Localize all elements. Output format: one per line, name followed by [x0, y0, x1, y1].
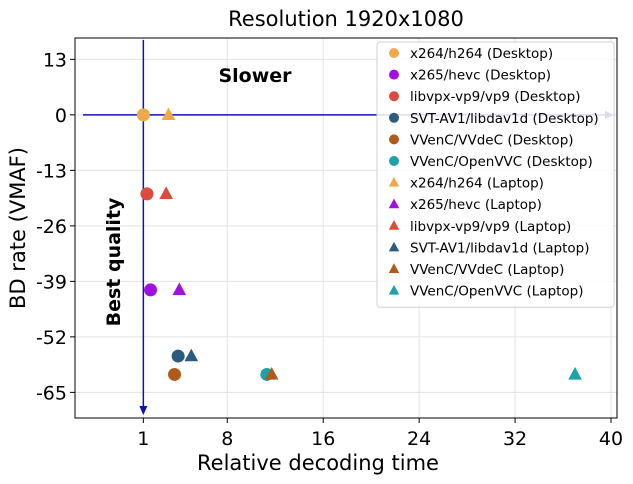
legend-label: VVenC/OpenVVC (Laptop): [410, 284, 584, 300]
legend-label: libvpx-vp9/vp9 (Desktop): [410, 89, 580, 105]
data-point: [140, 187, 154, 201]
data-point: [172, 282, 187, 296]
data-points: [136, 107, 582, 381]
x-tick-label: 24: [407, 428, 431, 450]
legend-label: SVT-AV1/libdav1d (Laptop): [410, 240, 590, 256]
data-point: [136, 108, 150, 122]
legend-marker: [389, 156, 399, 166]
y-tick-label: -52: [36, 327, 67, 349]
data-point: [144, 283, 158, 297]
x-tick-label: 16: [311, 428, 335, 450]
legend-label: x265/hevc (Desktop): [410, 68, 551, 84]
x-tick-label: 40: [599, 428, 623, 450]
x-tick-label: 1: [137, 428, 149, 450]
legend-marker: [388, 176, 400, 187]
y-tick-label: -13: [36, 160, 67, 182]
legend-label: VVenC/OpenVVC (Desktop): [410, 154, 593, 170]
x-tick-label: 8: [221, 428, 233, 450]
legend-frame: [376, 41, 615, 308]
legend-marker: [388, 198, 400, 209]
data-point: [184, 348, 199, 362]
legend-label: VVenC/VVdeC (Desktop): [410, 132, 574, 148]
y-tick-label: -26: [36, 216, 67, 238]
x-axis-title: Relative decoding time: [197, 451, 439, 475]
legend-marker: [389, 112, 399, 123]
chart-title: Resolution 1920x1080: [228, 7, 464, 31]
data-point: [264, 367, 279, 380]
legend-label: x265/hevc (Laptop): [410, 197, 542, 213]
legend: x264/h264 (Desktop) x265/hevc (Desktop) li…: [376, 41, 615, 308]
data-point: [159, 186, 173, 200]
vertical-arrow-head: [139, 406, 148, 415]
legend-label: VVenC/VVdeC (Laptop): [410, 262, 564, 278]
y-axis-title: BD rate (VMAF): [6, 147, 30, 309]
y-tick-label: 13: [43, 49, 67, 71]
y-axis-ticks: 13 0 -13 -26 -39 -52 -65: [36, 49, 75, 404]
x-tick-label: 32: [503, 428, 527, 450]
legend-marker: [389, 91, 399, 102]
y-tick-label: -39: [36, 271, 67, 293]
data-point: [171, 349, 185, 363]
legend-marker: [388, 220, 400, 230]
legend-marker: [389, 134, 399, 145]
y-tick-label: 0: [55, 105, 67, 127]
annotation-best-quality: Best quality: [103, 197, 125, 326]
data-point: [161, 107, 176, 121]
legend-label: x264/h264 (Desktop): [410, 46, 553, 62]
x-axis-ticks: 1 8 16 24 32 40: [137, 418, 623, 450]
legend-label: libvpx-vp9/vp9 (Laptop): [410, 219, 571, 235]
legend-marker: [388, 263, 400, 273]
legend-label: SVT-AV1/libdav1d (Desktop): [410, 111, 599, 127]
legend-marker: [389, 48, 399, 58]
legend-marker: [388, 284, 400, 295]
data-point: [568, 367, 582, 380]
data-point: [168, 367, 182, 381]
legend-marker: [389, 69, 399, 80]
plot-frame: [74, 37, 618, 419]
legend-label: x264/h264 (Laptop): [410, 176, 544, 192]
annotation-slower: Slower: [218, 65, 292, 87]
y-tick-label: -65: [36, 382, 67, 404]
legend-marker: [388, 241, 400, 252]
